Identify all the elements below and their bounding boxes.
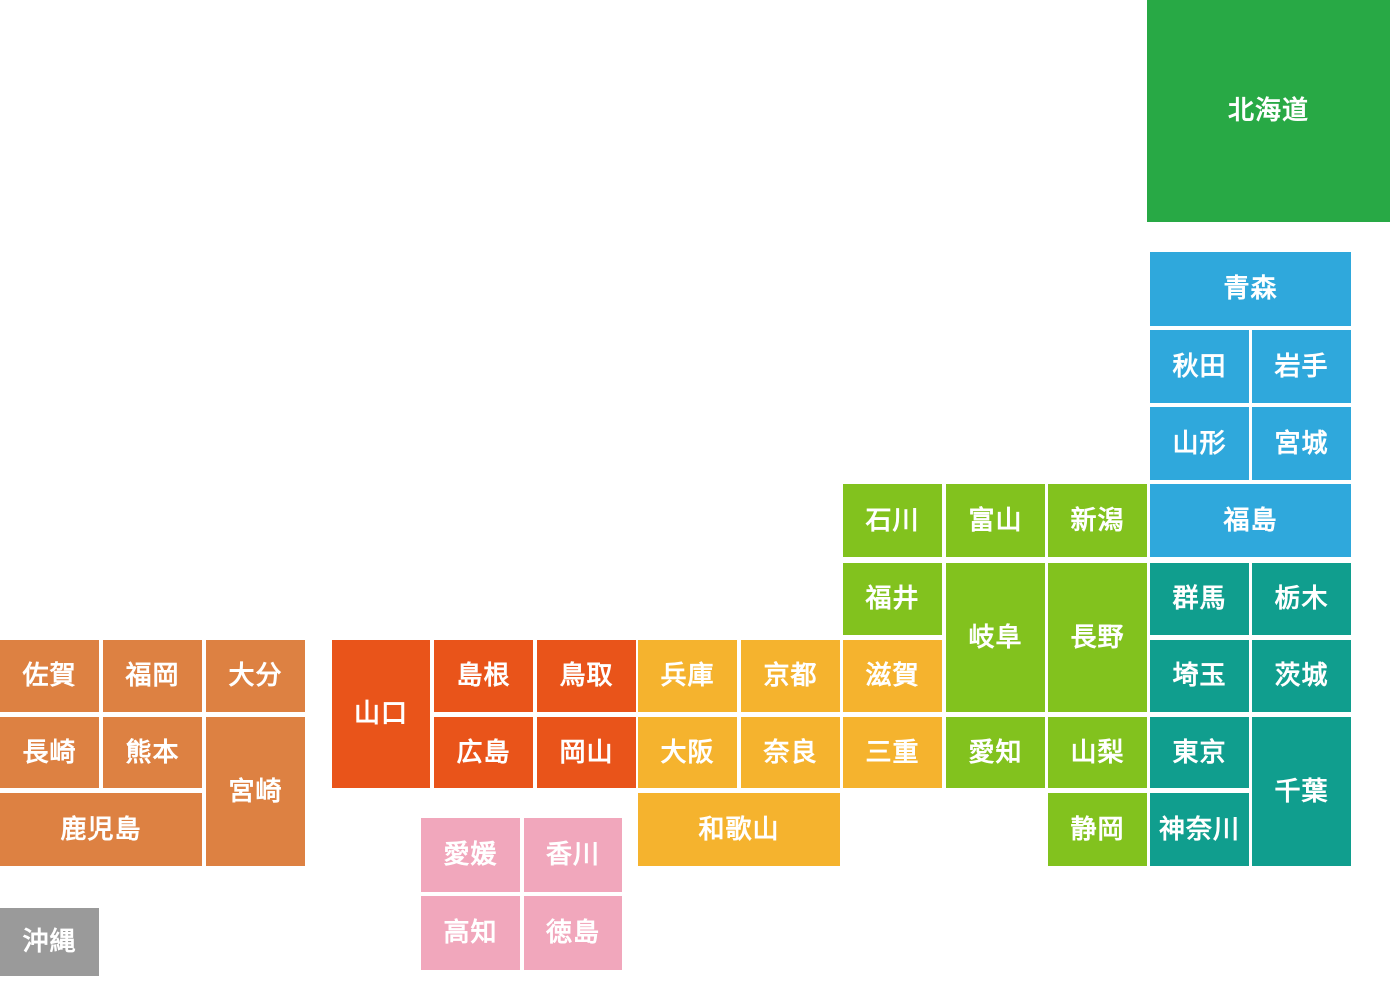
prefecture-label-hiroshima: 広島 <box>456 737 511 768</box>
prefecture-label-kagoshima: 鹿児島 <box>60 814 142 845</box>
prefecture-label-fukui: 福井 <box>865 584 920 614</box>
prefecture-tile-ehime[interactable]: 愛媛 <box>421 818 520 892</box>
prefecture-label-kochi: 高知 <box>443 918 498 948</box>
prefecture-tile-tokyo[interactable]: 東京 <box>1150 717 1249 788</box>
prefecture-tile-ishikawa[interactable]: 石川 <box>843 484 942 557</box>
prefecture-label-ibaraki: 茨城 <box>1274 661 1329 691</box>
prefecture-label-aomori: 青森 <box>1223 274 1278 304</box>
prefecture-label-nara: 奈良 <box>763 737 818 768</box>
prefecture-tile-tokushima[interactable]: 徳島 <box>524 896 622 970</box>
prefecture-tile-kagawa[interactable]: 香川 <box>524 818 622 892</box>
prefecture-label-mie: 三重 <box>865 737 920 768</box>
prefecture-label-wakayama: 和歌山 <box>698 814 780 845</box>
prefecture-tile-gifu[interactable]: 岐阜 <box>946 563 1045 712</box>
prefecture-tile-miyagi[interactable]: 宮城 <box>1252 407 1351 480</box>
prefecture-tile-osaka[interactable]: 大阪 <box>638 717 737 788</box>
prefecture-tile-chiba[interactable]: 千葉 <box>1252 717 1351 866</box>
prefecture-label-miyagi: 宮城 <box>1274 428 1329 459</box>
prefecture-label-nagano: 長野 <box>1070 622 1125 653</box>
prefecture-label-tochigi: 栃木 <box>1274 584 1329 614</box>
prefecture-label-okayama: 岡山 <box>559 737 614 768</box>
prefecture-tile-aichi[interactable]: 愛知 <box>946 717 1045 788</box>
prefecture-tile-fukui[interactable]: 福井 <box>843 563 942 635</box>
prefecture-tile-shimane[interactable]: 島根 <box>434 640 533 712</box>
prefecture-tile-iwate[interactable]: 岩手 <box>1252 330 1351 403</box>
prefecture-label-hyogo: 兵庫 <box>660 661 715 691</box>
prefecture-tile-aomori[interactable]: 青森 <box>1150 252 1351 326</box>
prefecture-tile-nagasaki[interactable]: 長崎 <box>0 717 99 788</box>
prefecture-tile-kyoto[interactable]: 京都 <box>741 640 840 712</box>
prefecture-tile-kanagawa[interactable]: 神奈川 <box>1150 793 1249 866</box>
prefecture-label-miyazaki: 宮崎 <box>228 776 283 807</box>
prefecture-label-iwate: 岩手 <box>1274 351 1329 382</box>
prefecture-tile-miyazaki[interactable]: 宮崎 <box>206 717 305 866</box>
prefecture-label-gifu: 岐阜 <box>968 622 1023 653</box>
prefecture-tile-oita[interactable]: 大分 <box>206 640 305 712</box>
prefecture-label-yamagata: 山形 <box>1172 428 1227 459</box>
prefecture-tile-akita[interactable]: 秋田 <box>1150 330 1249 403</box>
prefecture-label-fukuoka: 福岡 <box>125 661 180 691</box>
prefecture-label-nagasaki: 長崎 <box>22 737 77 768</box>
prefecture-label-osaka: 大阪 <box>660 737 715 768</box>
prefecture-tile-tochigi[interactable]: 栃木 <box>1252 563 1351 635</box>
prefecture-label-fukushima: 福島 <box>1223 505 1278 536</box>
prefecture-tile-nara[interactable]: 奈良 <box>741 717 840 788</box>
prefecture-tile-ibaraki[interactable]: 茨城 <box>1252 640 1351 712</box>
prefecture-label-toyama: 富山 <box>968 505 1023 536</box>
prefecture-tile-shizuoka[interactable]: 静岡 <box>1048 793 1147 866</box>
prefecture-tile-niigata[interactable]: 新潟 <box>1048 484 1147 557</box>
prefecture-tile-yamanashi[interactable]: 山梨 <box>1048 717 1147 788</box>
prefecture-label-tottori: 鳥取 <box>559 661 614 691</box>
prefecture-tile-yamagata[interactable]: 山形 <box>1150 407 1249 480</box>
prefecture-label-shiga: 滋賀 <box>865 661 920 691</box>
prefecture-tile-kagoshima[interactable]: 鹿児島 <box>0 793 202 866</box>
prefecture-label-shizuoka: 静岡 <box>1070 814 1125 845</box>
prefecture-label-hokkaido: 北海道 <box>1227 96 1309 126</box>
prefecture-tile-kochi[interactable]: 高知 <box>421 896 520 970</box>
prefecture-label-kumamoto: 熊本 <box>125 737 180 768</box>
prefecture-label-tokyo: 東京 <box>1172 737 1227 768</box>
prefecture-tile-toyama[interactable]: 富山 <box>946 484 1045 557</box>
prefecture-tile-nagano[interactable]: 長野 <box>1048 563 1147 712</box>
prefecture-label-gunma: 群馬 <box>1172 584 1227 614</box>
prefecture-tile-mie[interactable]: 三重 <box>843 717 942 788</box>
prefecture-tile-gunma[interactable]: 群馬 <box>1150 563 1249 635</box>
prefecture-label-oita: 大分 <box>228 661 283 691</box>
prefecture-label-okinawa: 沖縄 <box>22 927 77 957</box>
prefecture-tile-fukushima[interactable]: 福島 <box>1150 484 1351 557</box>
prefecture-tile-okayama[interactable]: 岡山 <box>537 717 636 788</box>
prefecture-tile-tottori[interactable]: 鳥取 <box>537 640 636 712</box>
prefecture-tile-yamaguchi[interactable]: 山口 <box>332 640 430 788</box>
prefecture-tile-hyogo[interactable]: 兵庫 <box>638 640 737 712</box>
prefecture-label-yamaguchi: 山口 <box>353 699 408 729</box>
prefecture-label-tokushima: 徳島 <box>545 918 600 948</box>
prefecture-tile-fukuoka[interactable]: 福岡 <box>103 640 202 712</box>
prefecture-tile-saga[interactable]: 佐賀 <box>0 640 99 712</box>
prefecture-tile-hiroshima[interactable]: 広島 <box>434 717 533 788</box>
prefecture-label-kagawa: 香川 <box>545 840 600 870</box>
prefecture-tile-kumamoto[interactable]: 熊本 <box>103 717 202 788</box>
prefecture-tile-shiga[interactable]: 滋賀 <box>843 640 942 712</box>
prefecture-label-saitama: 埼玉 <box>1172 661 1227 691</box>
prefecture-label-shimane: 島根 <box>456 661 511 691</box>
prefecture-label-kanagawa: 神奈川 <box>1158 814 1240 845</box>
prefecture-label-kyoto: 京都 <box>763 661 818 691</box>
prefecture-tile-saitama[interactable]: 埼玉 <box>1150 640 1249 712</box>
prefecture-tile-hokkaido[interactable]: 北海道 <box>1147 0 1390 222</box>
prefecture-label-akita: 秋田 <box>1172 351 1227 382</box>
prefecture-label-aichi: 愛知 <box>968 737 1023 768</box>
prefecture-label-ehime: 愛媛 <box>443 840 498 870</box>
prefecture-label-niigata: 新潟 <box>1070 505 1125 536</box>
prefecture-label-yamanashi: 山梨 <box>1070 737 1125 768</box>
prefecture-label-chiba: 千葉 <box>1274 776 1329 807</box>
prefecture-tile-wakayama[interactable]: 和歌山 <box>638 793 840 866</box>
prefecture-label-saga: 佐賀 <box>22 661 77 691</box>
prefecture-label-ishikawa: 石川 <box>865 505 920 536</box>
prefecture-tile-okinawa[interactable]: 沖縄 <box>0 908 99 976</box>
